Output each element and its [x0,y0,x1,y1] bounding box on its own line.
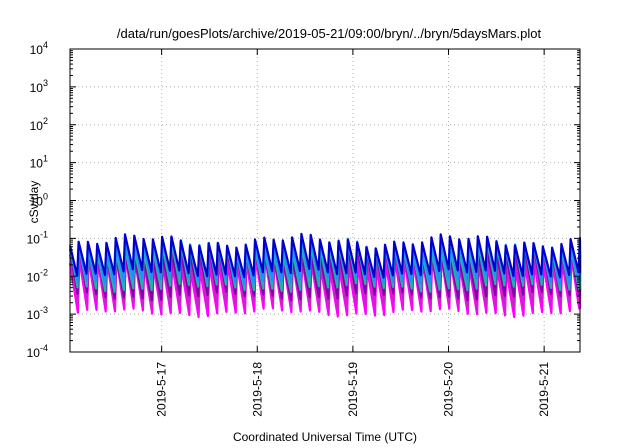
x-tick-label: 2019-5-18 [250,362,264,417]
y-tick-label: 10-4 [27,343,48,360]
x-tick-label: 2019-5-17 [155,362,169,417]
x-axis-label: Coordinated Universal Time (UTC) [233,430,417,444]
y-tick-label: 101 [30,154,48,171]
x-tick-label: 2019-5-20 [442,362,456,417]
x-tick-label: 2019-5-21 [537,362,551,417]
y-axis-label: cSv/day [27,181,41,224]
y-tick-label: 104 [30,40,48,57]
y-tick-label: 10-1 [27,229,48,246]
x-tick-label: 2019-5-19 [346,362,360,417]
y-tick-label: 103 [30,78,48,95]
y-tick-label: 100 [30,192,48,209]
chart-title: /data/run/goesPlots/archive/2019-05-21/0… [117,26,542,41]
y-tick-label: 102 [30,116,48,133]
series-line [68,232,582,279]
series-layer [68,232,582,319]
ticks: 10-4 10-3 10-2 10-1 100 101 102 103 104 2019-5-17… [27,40,580,417]
y-tick-label: 10-2 [27,267,48,284]
y-tick-label: 10-3 [27,305,48,322]
